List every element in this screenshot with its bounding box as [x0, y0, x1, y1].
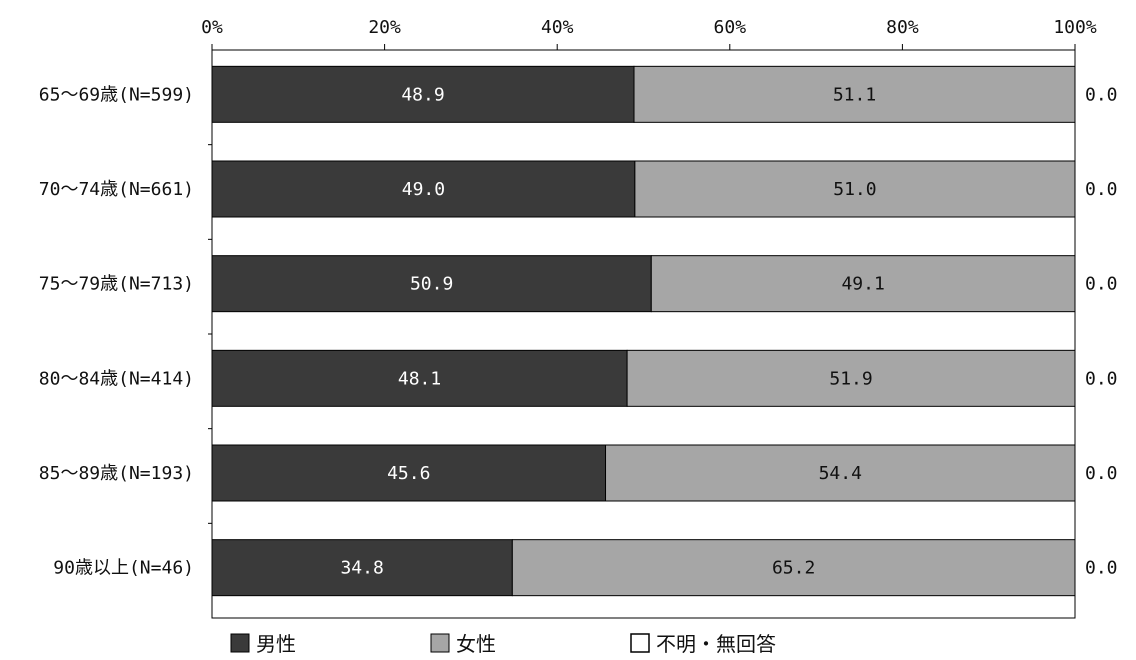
x-tick-label: 100%	[1053, 17, 1097, 38]
bar-segment	[605, 444, 1076, 502]
data-label: 50.9	[410, 274, 453, 295]
data-label-outside: 0.0	[1085, 179, 1118, 200]
data-label: 48.9	[401, 84, 444, 105]
data-label-outside: 0.0	[1085, 463, 1118, 484]
bar-segment	[650, 255, 1076, 313]
x-tick-label: 40%	[541, 17, 574, 38]
x-tick-label: 20%	[368, 17, 401, 38]
legend-female-swatch	[430, 633, 450, 653]
data-label: 51.1	[833, 84, 876, 105]
category-label: 75～79歳(N=713)	[39, 274, 194, 295]
data-label: 51.9	[829, 368, 872, 389]
bar-segment	[211, 255, 652, 313]
bar-segment	[511, 539, 1076, 597]
bar-segment	[633, 65, 1076, 123]
data-label: 49.1	[841, 274, 884, 295]
category-label: 80～84歳(N=414)	[39, 368, 194, 389]
category-label: 90歳以上(N=46)	[53, 558, 194, 579]
plot-frame	[211, 49, 1076, 619]
category-label: 70～74歳(N=661)	[39, 179, 194, 200]
bar-segment	[211, 160, 636, 218]
bar-segment	[211, 539, 513, 597]
data-label-outside: 0.0	[1085, 368, 1118, 389]
data-label-outside: 0.0	[1085, 84, 1118, 105]
category-label: 85～89歳(N=193)	[39, 463, 194, 484]
legend-unknown-label: 不明・無回答	[656, 632, 776, 656]
data-label: 49.0	[402, 179, 445, 200]
plot-area: 0% 20% 40% 60% 80% 100% 65～69歳(N=599) 48.9 51.1 0…	[39, 17, 1118, 619]
data-label: 54.4	[819, 463, 862, 484]
legend-item-female: 女性	[430, 632, 496, 656]
data-label: 34.8	[340, 558, 383, 579]
legend-male-label: 男性	[256, 632, 296, 656]
x-tick-label: 80%	[886, 17, 919, 38]
data-label: 65.2	[772, 558, 815, 579]
bar-segment	[626, 349, 1076, 407]
data-label-outside: 0.0	[1085, 274, 1118, 295]
category-label: 65～69歳(N=599)	[39, 84, 194, 105]
x-tick-label: 0%	[201, 17, 223, 38]
legend-item-male: 男性	[230, 632, 296, 656]
legend-item-unknown: 不明・無回答	[630, 632, 776, 656]
bar-segment	[211, 65, 635, 123]
data-label: 51.0	[833, 179, 876, 200]
data-label: 45.6	[387, 463, 430, 484]
legend-female-label: 女性	[456, 632, 496, 656]
legend-male-swatch	[230, 633, 250, 653]
data-label: 48.1	[398, 368, 441, 389]
bar-segment	[211, 444, 607, 502]
data-label-outside: 0.0	[1085, 558, 1118, 579]
bar-segment	[211, 349, 628, 407]
bar-segment	[634, 160, 1076, 218]
x-tick-label: 60%	[714, 17, 747, 38]
legend-unknown-swatch	[630, 633, 650, 653]
legend: 男性 女性 不明・無回答	[230, 632, 776, 656]
